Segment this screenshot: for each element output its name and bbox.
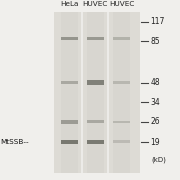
Bar: [87, 120, 104, 123]
Bar: [87, 140, 104, 143]
Text: 26: 26: [150, 117, 160, 126]
Bar: [61, 12, 78, 173]
Bar: [61, 140, 78, 143]
Bar: [61, 37, 78, 40]
Bar: [113, 121, 130, 123]
Text: 48: 48: [150, 78, 160, 87]
Text: MtSSB--: MtSSB--: [0, 139, 29, 145]
Bar: [87, 37, 104, 40]
Bar: [87, 80, 104, 85]
Bar: [113, 37, 130, 40]
Bar: [87, 12, 104, 173]
Bar: [113, 81, 130, 84]
Text: 19: 19: [150, 138, 160, 147]
Text: HUVEC: HUVEC: [109, 1, 134, 7]
Text: 34: 34: [150, 98, 160, 107]
Bar: [61, 81, 78, 84]
Text: 117: 117: [150, 17, 165, 26]
Bar: [54, 12, 140, 173]
Text: HeLa: HeLa: [60, 1, 78, 7]
Text: HUVEC: HUVEC: [83, 1, 108, 7]
Text: (kD): (kD): [151, 156, 166, 163]
Bar: [61, 120, 78, 124]
Text: 85: 85: [150, 37, 160, 46]
Bar: [113, 12, 130, 173]
Bar: [113, 140, 130, 143]
